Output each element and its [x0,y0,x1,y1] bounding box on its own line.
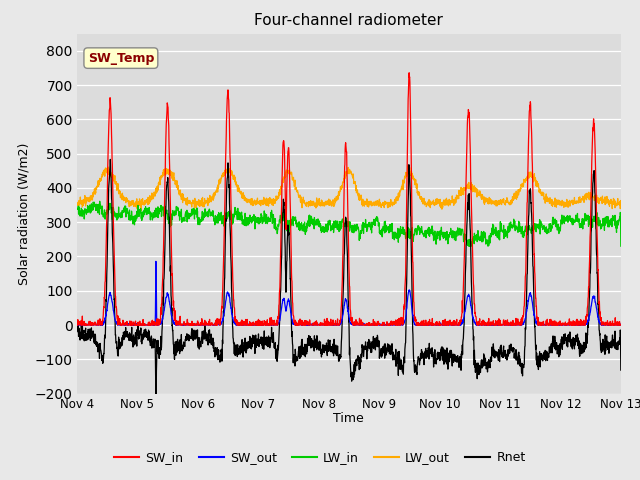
SW_in [376,322,384,328]
SW_out [569,322,577,327]
SW_out [225,290,232,296]
Rnet [508,345,515,351]
SW_in [569,322,577,328]
Rnet [617,367,625,373]
LW_in [617,243,625,249]
SW_out [507,322,515,327]
Line: SW_out: SW_out [77,261,621,325]
Rnet [152,402,160,408]
SW_in [365,320,372,326]
LW_in [508,223,515,228]
Line: LW_in: LW_in [77,201,621,246]
LW_out [584,192,592,198]
LW_in [376,231,384,237]
LW_in [465,243,472,249]
LW_in [225,213,232,219]
LW_out [376,201,384,206]
LW_out [404,163,412,168]
SW_out [152,258,160,264]
SW_in [225,96,232,101]
Title: Four-channel radiometer: Four-channel radiometer [254,13,444,28]
SW_in [507,319,515,325]
Text: SW_Temp: SW_Temp [88,51,154,65]
LW_out [570,201,577,207]
LW_out [617,198,625,204]
LW_out [365,204,372,210]
Line: Rnet: Rnet [77,159,621,405]
Rnet [73,329,81,335]
SW_out [365,321,372,326]
LW_out [73,200,81,205]
SW_in [584,296,592,301]
Rnet [106,156,114,162]
Rnet [225,185,233,191]
LW_in [570,217,577,223]
SW_out [584,318,592,324]
Line: SW_in: SW_in [77,73,621,325]
Line: LW_out: LW_out [77,166,621,211]
LW_out [508,201,515,207]
SW_in [73,322,81,328]
Rnet [570,335,577,340]
LW_in [73,206,81,212]
SW_out [73,322,81,328]
SW_in [617,322,625,328]
X-axis label: Time: Time [333,412,364,425]
SW_out [617,322,625,328]
Rnet [365,336,372,342]
LW_out [137,208,145,214]
LW_out [225,168,232,174]
Legend: SW_in, SW_out, LW_in, LW_out, Rnet: SW_in, SW_out, LW_in, LW_out, Rnet [109,446,531,469]
Rnet [584,324,592,330]
LW_in [365,220,372,226]
SW_in [405,70,413,76]
Y-axis label: Solar radiation (W/m2): Solar radiation (W/m2) [17,143,31,285]
LW_in [96,198,104,204]
LW_in [584,220,592,226]
SW_out [376,322,384,328]
Rnet [377,348,385,354]
